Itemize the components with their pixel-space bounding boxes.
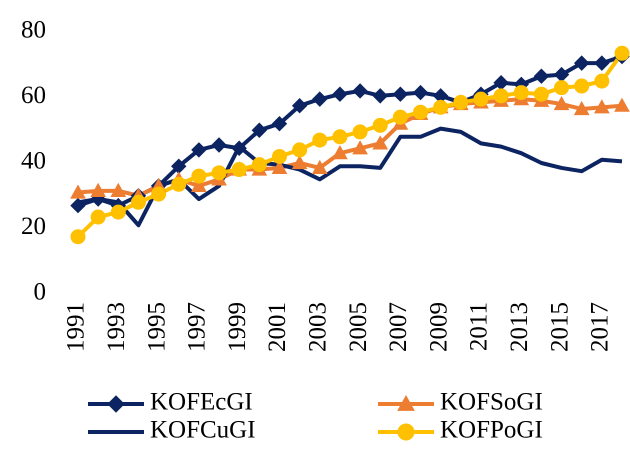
series-line <box>77 126 623 228</box>
data-point <box>211 137 227 153</box>
data-point <box>231 140 247 156</box>
data-point <box>271 148 287 164</box>
data-point <box>413 104 429 120</box>
data-point <box>291 154 308 170</box>
data-point <box>533 86 549 102</box>
y-tick-label: 80 <box>21 17 46 44</box>
data-point <box>191 177 207 193</box>
series-line <box>77 54 623 208</box>
legend-marker <box>397 423 415 441</box>
data-point <box>90 209 106 225</box>
data-point <box>453 94 469 110</box>
data-point <box>251 122 268 138</box>
data-point <box>553 96 570 111</box>
data-point <box>211 165 227 181</box>
data-point <box>352 124 368 140</box>
data-point <box>554 80 570 96</box>
x-tick-label: 1995 <box>143 302 170 352</box>
legend-label: KOFSoGI <box>440 389 543 416</box>
data-point <box>392 86 409 102</box>
data-point <box>352 140 368 155</box>
data-point <box>70 229 86 245</box>
x-tick-label: 2007 <box>385 302 412 352</box>
data-point <box>311 159 328 175</box>
y-tick-label: 60 <box>21 82 46 109</box>
data-point <box>151 186 167 202</box>
data-point <box>614 45 630 61</box>
x-tick-label: 1997 <box>184 302 211 352</box>
legend-marker <box>107 395 125 413</box>
data-point <box>271 159 288 175</box>
legend-item: KOFSoGI <box>378 389 543 416</box>
x-tick-label: 2009 <box>425 302 452 352</box>
x-tick-label: 1993 <box>103 302 130 352</box>
data-point <box>130 194 146 210</box>
data-point <box>291 97 308 114</box>
data-point <box>594 55 610 71</box>
data-point <box>614 97 630 112</box>
data-point <box>513 85 529 101</box>
x-tick-label: 2017 <box>587 302 614 352</box>
legend-label: KOFPoGI <box>440 417 543 444</box>
legend-marker <box>397 394 415 411</box>
data-point <box>90 182 106 197</box>
data-point <box>231 162 247 178</box>
data-point <box>271 115 288 132</box>
data-point <box>574 78 590 94</box>
data-point <box>191 168 207 184</box>
data-point <box>251 157 267 173</box>
data-point <box>292 142 308 158</box>
data-point <box>473 91 489 107</box>
x-tick-label: 2005 <box>345 302 372 352</box>
data-point <box>332 86 348 102</box>
x-tick-label: 2015 <box>546 302 573 352</box>
data-point <box>110 182 127 197</box>
x-tick-label: 2011 <box>466 302 493 351</box>
data-point <box>372 88 388 104</box>
data-point <box>332 145 348 160</box>
legend-label: KOFEcGI <box>150 389 253 416</box>
data-point <box>433 99 449 115</box>
data-point <box>493 88 509 104</box>
data-point <box>372 117 388 133</box>
x-tick-label: 2013 <box>506 302 533 352</box>
data-point <box>352 83 368 99</box>
x-tick-label: 2003 <box>305 302 332 352</box>
legend-label: KOFCuGI <box>150 417 256 444</box>
data-point <box>533 68 550 84</box>
data-point <box>191 142 207 158</box>
y-tick-label: 20 <box>21 213 46 240</box>
data-point <box>312 91 328 107</box>
data-point <box>171 176 187 192</box>
y-tick-label: 0 <box>34 279 47 306</box>
y-tick-label: 40 <box>21 148 46 175</box>
data-point <box>392 109 408 125</box>
data-point <box>70 184 86 199</box>
data-point <box>573 55 590 71</box>
data-point <box>573 100 590 116</box>
x-tick-label: 2001 <box>264 302 291 352</box>
data-point <box>412 84 429 101</box>
legend-item: KOFEcGI <box>88 389 253 416</box>
data-point <box>594 99 610 114</box>
legend-item: KOFCuGI <box>88 417 256 444</box>
x-tick-label: 1991 <box>63 302 90 352</box>
data-point <box>372 135 389 150</box>
x-tick-label: 1999 <box>224 302 251 352</box>
legend-item: KOFPoGI <box>378 417 543 444</box>
series-line <box>76 52 624 239</box>
data-point <box>332 129 348 145</box>
data-point <box>594 73 610 89</box>
data-point <box>70 197 86 214</box>
data-point <box>110 204 126 220</box>
data-point <box>312 132 328 148</box>
